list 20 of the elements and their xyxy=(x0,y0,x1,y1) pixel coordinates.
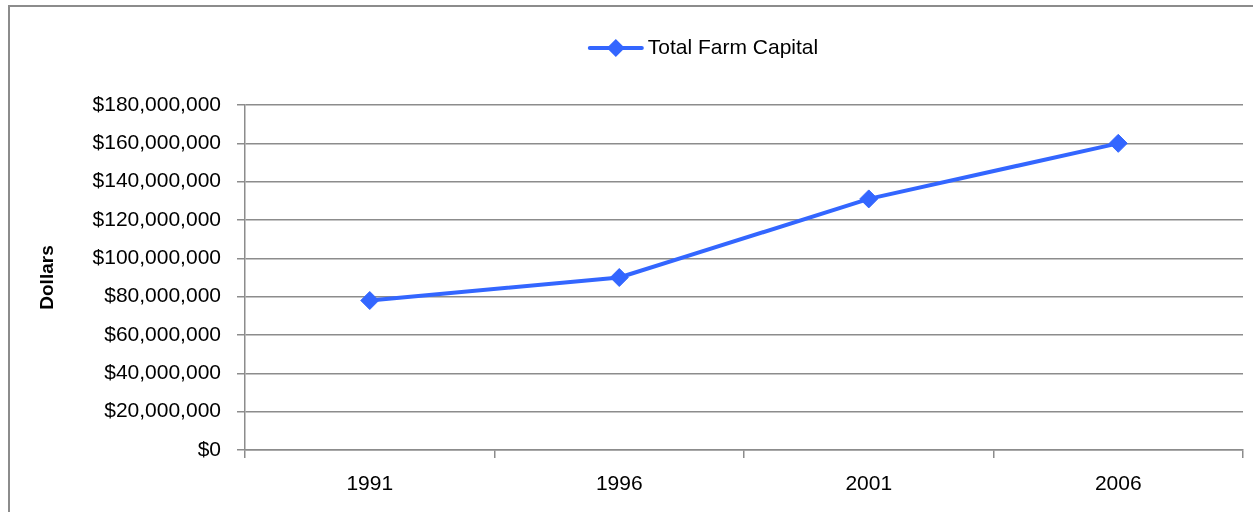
y-tick-label: $100,000,000 xyxy=(92,245,221,269)
point xyxy=(1108,133,1128,153)
x-tick-label: 2006 xyxy=(1094,471,1142,495)
y-axis-title: Dollars xyxy=(35,245,57,310)
y-tick-label: $120,000,000 xyxy=(92,206,221,230)
legend-label: Total Farm Capital xyxy=(647,34,819,58)
y-tick-label: $160,000,000 xyxy=(92,130,221,154)
x-tick-label: 2001 xyxy=(845,471,893,495)
y-tick-label: $180,000,000 xyxy=(92,91,221,115)
point xyxy=(609,268,629,287)
y-tick-label: $60,000,000 xyxy=(104,321,221,345)
y-tick-label: $0 xyxy=(197,436,221,460)
y-tick-label: $20,000,000 xyxy=(104,398,221,422)
y-tick-label: $40,000,000 xyxy=(104,360,221,384)
x-tick-label: 1991 xyxy=(346,471,394,495)
x-tick-label: 1996 xyxy=(595,471,643,495)
point xyxy=(859,189,879,209)
y-tick-label: $80,000,000 xyxy=(104,283,221,307)
y-tick-label: $140,000,000 xyxy=(92,168,221,192)
point xyxy=(360,291,380,310)
